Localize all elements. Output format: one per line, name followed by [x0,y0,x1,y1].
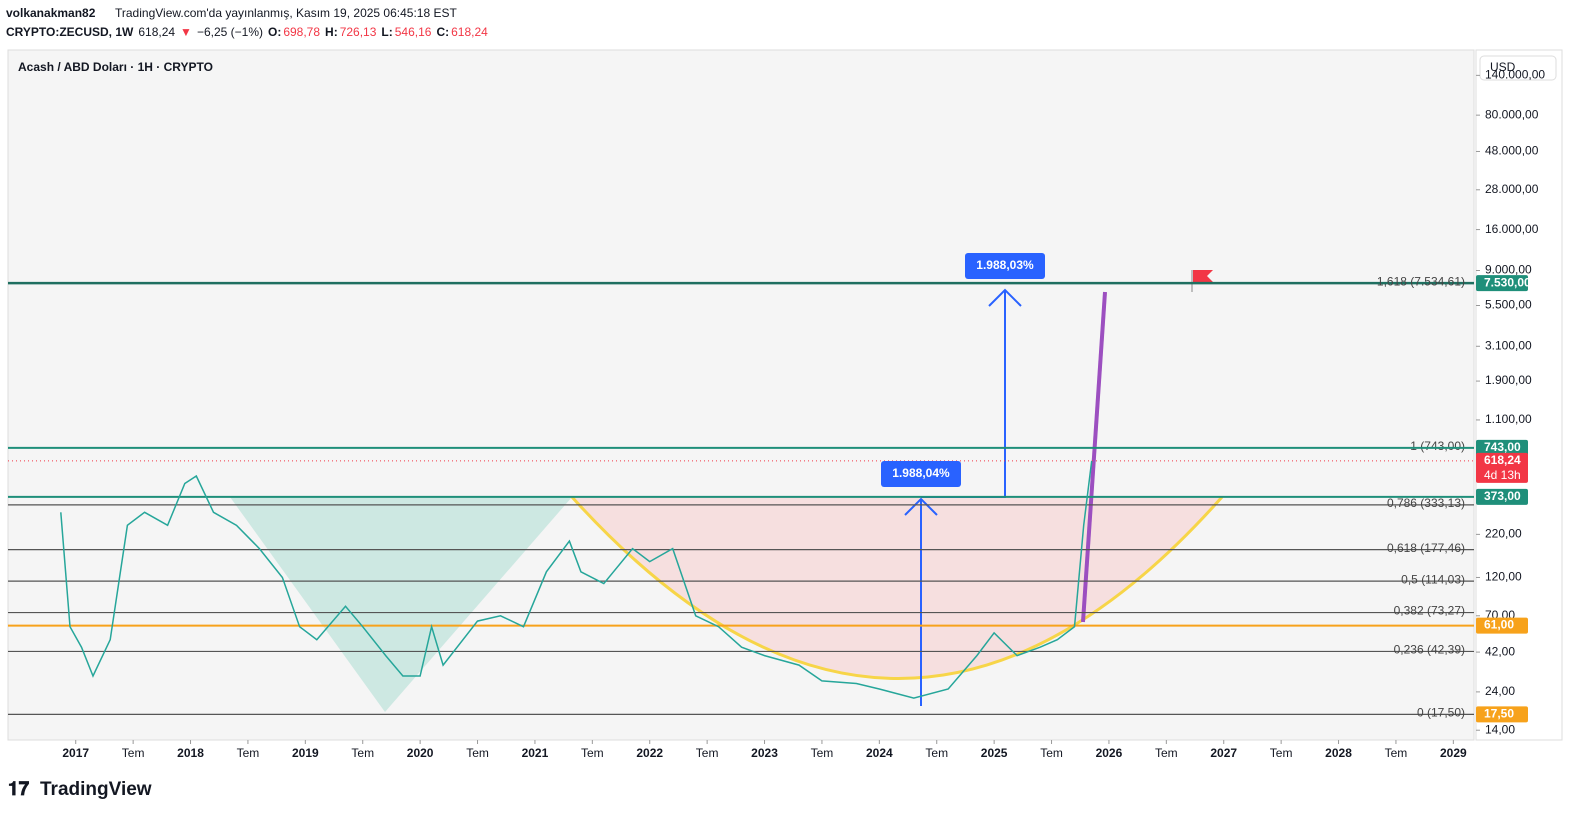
x-tick-label: 2026 [1096,746,1123,760]
y-tick-label: 16.000,00 [1485,222,1539,236]
x-tick-label: Tem [925,746,948,760]
fib-label: 0,382 (73,27) [1394,604,1465,618]
x-tick-label: Tem [696,746,719,760]
x-tick-label: Tem [122,746,145,760]
fib-label: 0,5 (114,03) [1401,572,1465,586]
annotation: 1.988,03% [976,258,1034,272]
header-change: −6,25 (−1%) [197,25,263,39]
header-high-label: H: [325,25,338,39]
y-tick-label: 220,00 [1485,527,1522,541]
x-tick-label: Tem [237,746,260,760]
y-tick-label: 140.000,00 [1485,68,1545,82]
header-low-label: L: [381,25,392,39]
price-tag-label: 7.530,00 [1484,275,1531,289]
fib-label: 1 (743,00) [1410,439,1465,453]
footer: TradingView [40,779,152,800]
x-tick-label: Tem [466,746,489,760]
x-tick-label: 2021 [522,746,549,760]
header-last: 618,24 [138,25,175,39]
y-tick-label: 28.000,00 [1485,182,1539,196]
x-tick-label: Tem [581,746,604,760]
x-tick-label: 2019 [292,746,319,760]
flag [1193,270,1213,282]
fib-label: 0,618 (177,46) [1387,541,1465,555]
annotation: 1.988,04% [892,466,950,480]
header-open: 698,78 [283,25,320,39]
price-tag [1476,706,1528,723]
annotation-box [881,461,961,487]
cup-arc [570,495,1224,680]
price-tag-label: 373,00 [1484,489,1521,503]
x-tick-label: 2023 [751,746,778,760]
y-tick-label: 3.100,00 [1485,338,1532,352]
header-symbol: CRYPTO:ZECUSD, 1W [6,25,134,39]
legend: Acash / ABD Doları · 1H · CRYPTO [18,60,213,74]
x-tick-label: 2022 [636,746,663,760]
header-close-label: C: [436,25,449,39]
price-tag [1476,275,1528,292]
price-tag-label: 61,00 [1484,618,1514,632]
price-tag [1476,452,1528,483]
x-tick-label: 2020 [407,746,434,760]
x-tick-label: 2027 [1210,746,1237,760]
x-tick-label: 2025 [981,746,1008,760]
projection-line [1081,291,1107,623]
x-tick-label: Tem [351,746,374,760]
x-tick-label: Tem [1040,746,1063,760]
y-tick-label: 24,00 [1485,684,1515,698]
footer-logo: 𝟏𝟕 [8,779,30,800]
countdown: 4d 13h [1484,468,1521,482]
fib-label: 0,236 (42,39) [1394,643,1465,657]
y-tick-label: 80.000,00 [1485,107,1539,121]
price-tag [1476,439,1528,456]
price-tag [1476,488,1528,505]
x-tick-label: 2029 [1440,746,1467,760]
x-tick-label: Tem [1270,746,1293,760]
header-low: 546,16 [395,25,432,39]
x-tick-label: 2017 [62,746,89,760]
y-tick-label: 120,00 [1485,570,1522,584]
arrow-head [988,288,1022,307]
y-tick-label: 48.000,00 [1485,144,1539,158]
currency[interactable]: USD [1490,60,1516,74]
y-tick-label: 1.100,00 [1485,412,1532,426]
fib-label: 0,786 (333,13) [1387,496,1465,510]
y-tick-label: 1.900,00 [1485,373,1532,387]
fib-label: 0 (17,50) [1417,706,1465,720]
y-tick-label: 42,00 [1485,644,1515,658]
y-tick-label: 14,00 [1485,722,1515,736]
symbol-line: CRYPTO:ZECUSD, 1W 618,24 ▼ −6,25 (−1%) O: 698… [6,25,488,39]
header-high: 726,13 [340,25,377,39]
x-tick-label: Tem [1385,746,1408,760]
x-tick-label: 2024 [866,746,893,760]
y-tick-label: 9.000,00 [1485,263,1532,277]
x-tick-label: 2018 [177,746,204,760]
price-tag-label: 743,00 [1484,440,1521,454]
header-close: 618,24 [451,25,488,39]
x-tick-label: Tem [811,746,834,760]
y-tick-label: 5.500,00 [1485,298,1532,312]
price-tag [1476,617,1528,634]
header-arrow: ▼ [180,25,192,39]
fib-label: 1,618 (7.534,61) [1377,274,1465,288]
x-tick-label: Tem [1155,746,1178,760]
price-tag-label: 17,50 [1484,707,1514,721]
currency-box[interactable] [1479,55,1557,81]
price-tag-label: 618,24 [1484,453,1521,467]
published: TradingView.com'da yayınlanmış, Kasım 19… [115,6,457,20]
user: volkanakman82 [6,6,96,20]
price-line [60,460,1093,699]
triangle-pattern [230,497,572,712]
arrow-head [904,497,938,516]
header-open-label: O: [268,25,281,39]
x-tick-label: 2028 [1325,746,1352,760]
annotation-box [965,253,1045,279]
